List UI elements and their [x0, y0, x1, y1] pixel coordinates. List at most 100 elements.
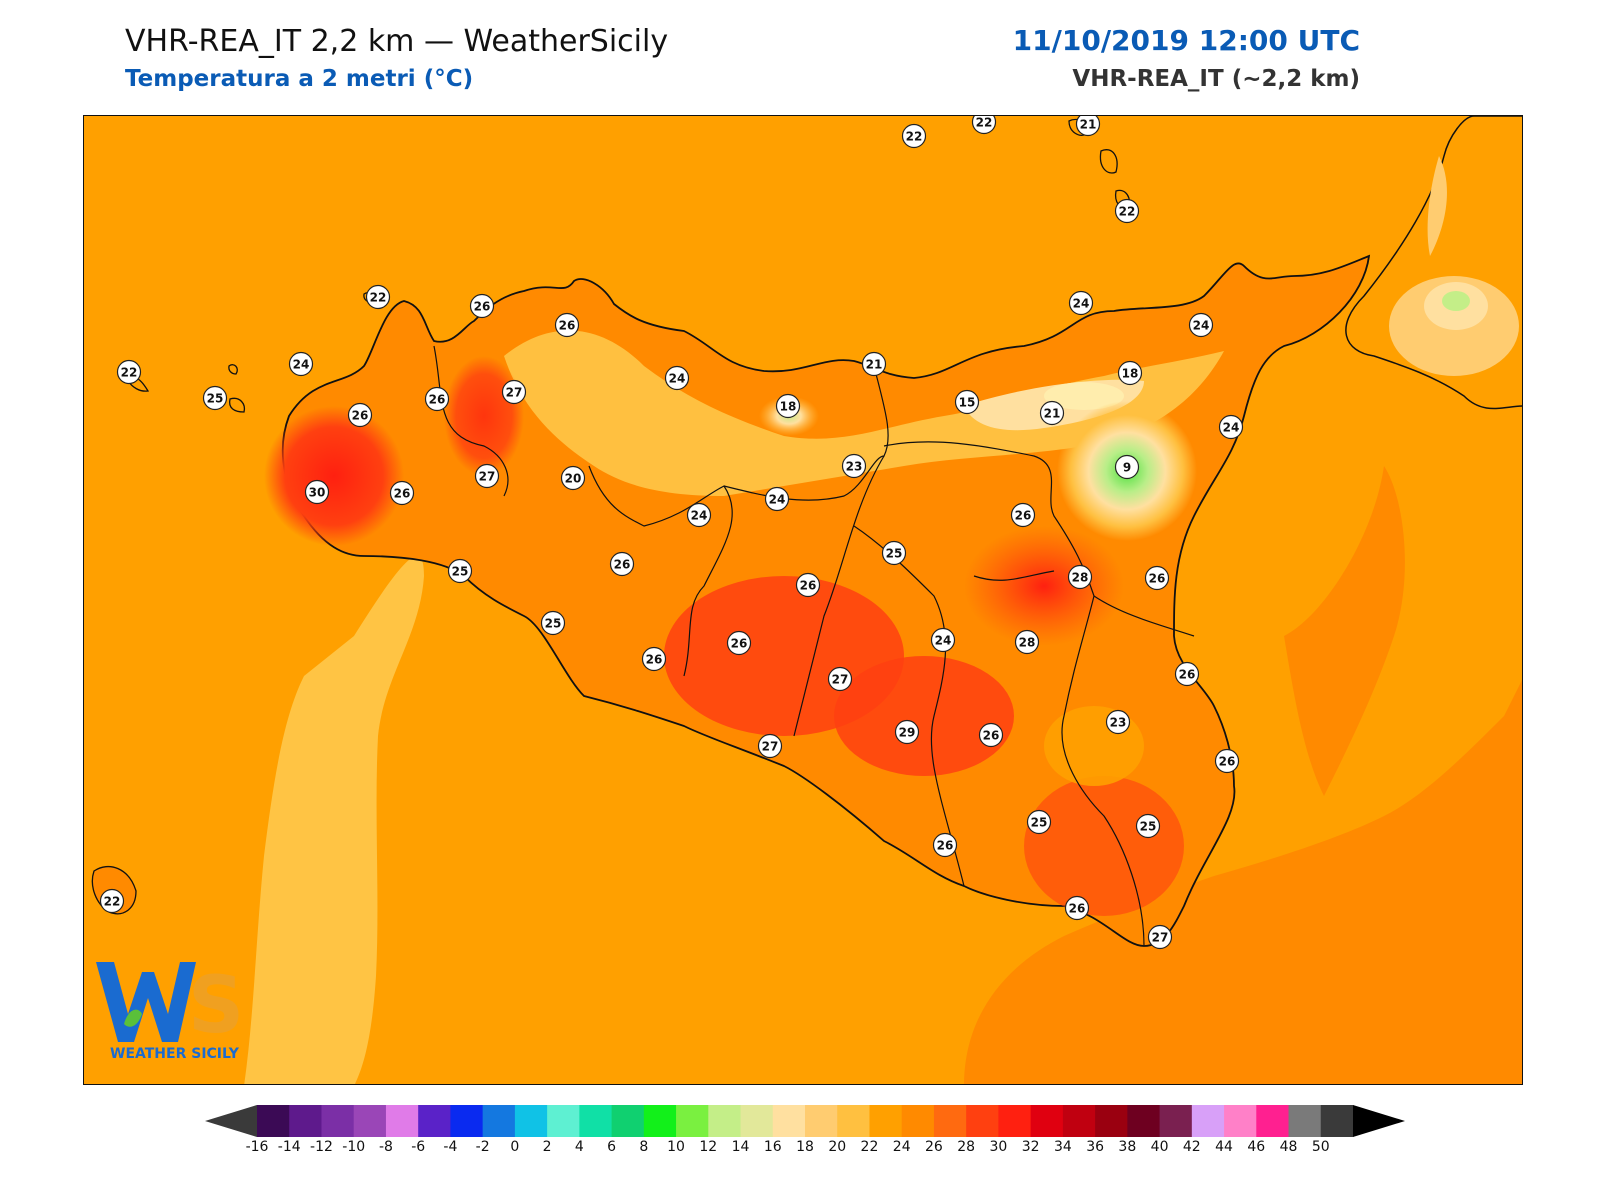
- station-marker: 26: [1144, 565, 1170, 591]
- colorbar-cell: [643, 1105, 677, 1137]
- station-value: 22: [104, 895, 121, 909]
- station-value: 26: [1219, 755, 1236, 769]
- station-marker-circle: [841, 453, 867, 479]
- station-value: 30: [309, 486, 326, 500]
- colorbar-tick-label: 18: [796, 1139, 814, 1155]
- colorbar-cell: [1191, 1105, 1225, 1137]
- station-value: 24: [691, 509, 708, 523]
- station-value: 26: [731, 637, 748, 651]
- station-value: 26: [352, 409, 369, 423]
- station-marker-circle: [894, 719, 920, 745]
- station-marker-circle: [1067, 564, 1093, 590]
- station-marker-circle: [795, 572, 821, 598]
- station-value: 18: [1122, 367, 1139, 381]
- temperature-colorbar: [205, 1105, 1405, 1137]
- station-value: 22: [906, 130, 923, 144]
- station-value: 26: [559, 319, 576, 333]
- station-marker: 24: [288, 351, 314, 377]
- station-marker-circle: [881, 540, 907, 566]
- station-value: 21: [1044, 407, 1061, 421]
- station-value: 22: [370, 291, 387, 305]
- station-marker: 26: [389, 480, 415, 506]
- colorbar-tick-label: -8: [378, 1139, 393, 1155]
- map-title: VHR-REA_IT 2,2 km — WeatherSicily: [125, 24, 669, 59]
- model-resolution: VHR-REA_IT (~2,2 km): [1072, 66, 1360, 92]
- station-marker-circle: [365, 284, 391, 310]
- station-marker-circle: [978, 722, 1004, 748]
- colorbar-cell: [579, 1105, 613, 1137]
- station-marker: 27: [757, 733, 783, 759]
- station-value: 22: [976, 116, 993, 130]
- colorbar-tick-label: -2: [475, 1139, 490, 1155]
- aspromonte-cool: [1442, 291, 1470, 311]
- colorbar-cell: [1095, 1105, 1128, 1137]
- station-marker: 25: [881, 540, 907, 566]
- station-value: 24: [669, 372, 686, 386]
- station-marker: 22: [116, 359, 142, 385]
- station-marker-circle: [1010, 502, 1036, 528]
- colorbar-tick-label: 28: [957, 1139, 976, 1155]
- station-marker-circle: [971, 116, 997, 135]
- station-value: 23: [846, 460, 863, 474]
- logo-leaf: [124, 1009, 142, 1027]
- station-marker: 26: [609, 551, 635, 577]
- station-marker-circle: [554, 312, 580, 338]
- station-marker-circle: [861, 351, 887, 377]
- station-value: 25: [207, 392, 224, 406]
- station-marker-circle: [1218, 414, 1244, 440]
- station-marker-circle: [901, 123, 927, 149]
- colorbar-cell: [772, 1105, 806, 1137]
- colorbar-tick-label: -6: [411, 1139, 426, 1155]
- station-marker: 22: [901, 123, 927, 149]
- colorbar-tick-label: 14: [731, 1139, 750, 1155]
- station-marker: 22: [971, 116, 997, 135]
- station-marker-circle: [726, 630, 752, 656]
- station-marker: 26: [932, 832, 958, 858]
- colorbar-tick-label: 48: [1279, 1139, 1298, 1155]
- station-marker: 27: [827, 666, 853, 692]
- colorbar-cell: [1288, 1105, 1322, 1137]
- station-marker-circle: [764, 486, 790, 512]
- colorbar-cell: [837, 1105, 870, 1137]
- colorbar-tick-label: 16: [763, 1139, 782, 1155]
- station-marker-circle: [932, 832, 958, 858]
- colorbar-over-arrow: [1353, 1105, 1405, 1137]
- logo-w-shape: [96, 962, 196, 1042]
- station-value: 26: [983, 729, 1000, 743]
- station-marker-circle: [641, 646, 667, 672]
- temperature-map: 22 22 21 22 22 26 26 24 24 24 22 25 24 26 26 27 21 18 18 15…: [83, 115, 1523, 1085]
- colorbar-cell: [1320, 1105, 1354, 1137]
- station-marker: 24: [1068, 290, 1094, 316]
- station-marker: 26: [795, 572, 821, 598]
- station-value: 20: [565, 472, 582, 486]
- station-marker: 30: [304, 479, 330, 505]
- station-marker: 24: [664, 365, 690, 391]
- station-value: 25: [1031, 816, 1048, 830]
- station-value: 18: [780, 400, 797, 414]
- station-marker: 25: [540, 610, 566, 636]
- station-marker-circle: [1214, 748, 1240, 774]
- aeolian-islands: [1099, 149, 1118, 174]
- colorbar-ticks: -16 -14 -12 -10 -8 -6 -4 -2 0 2 4 6 8 10 12 14 16 18 20 22 2…: [0, 1139, 1600, 1161]
- station-marker: 26: [424, 386, 450, 412]
- colorbar-cell: [611, 1105, 645, 1137]
- colorbar-tick-label: 38: [1118, 1139, 1137, 1155]
- sea-warm-area: [964, 680, 1522, 1084]
- valid-time: 11/10/2019 12:00 UTC: [1012, 24, 1360, 57]
- station-marker-circle: [1014, 629, 1040, 655]
- station-marker: 25: [1026, 809, 1052, 835]
- station-marker: 25: [1135, 813, 1161, 839]
- station-value: 26: [1069, 902, 1086, 916]
- station-value: 24: [1223, 421, 1240, 435]
- station-marker: 25: [202, 385, 228, 411]
- station-marker: 26: [726, 630, 752, 656]
- station-value: 25: [1140, 820, 1157, 834]
- station-marker: 21: [1039, 400, 1065, 426]
- colorbar-tick-label: 42: [1182, 1139, 1201, 1155]
- station-value: 28: [1019, 636, 1036, 650]
- station-value: 21: [1080, 118, 1097, 132]
- weathersicily-logo: S WEATHER SICILY: [96, 961, 244, 1062]
- colorbar-cell: [353, 1105, 387, 1137]
- colorbar-cell: [1224, 1105, 1257, 1137]
- north-coast-cooler: [504, 330, 1224, 496]
